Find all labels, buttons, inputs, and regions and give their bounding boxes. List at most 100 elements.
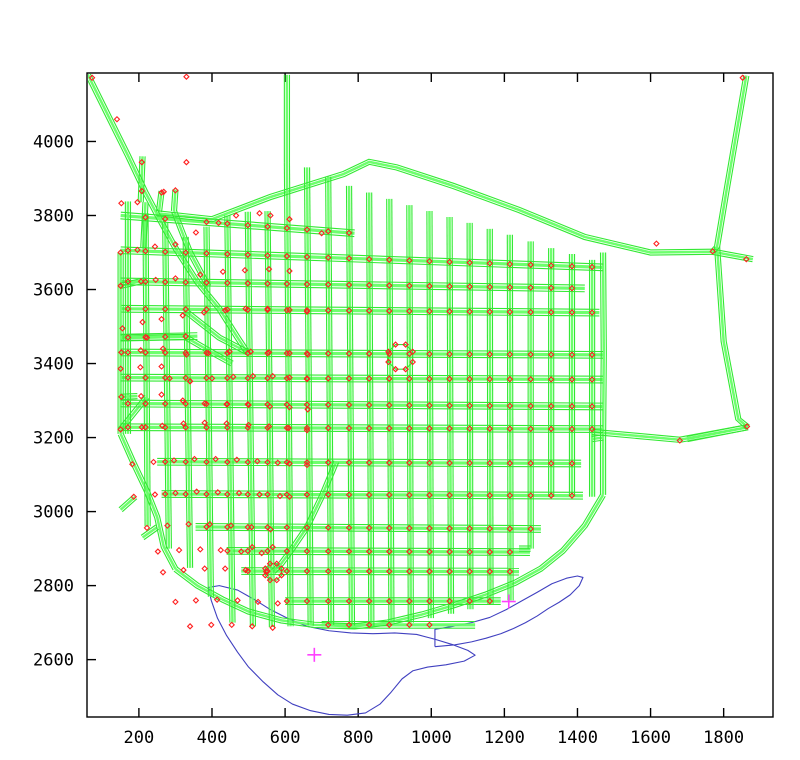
network-node [193, 488, 200, 495]
network-node [506, 492, 514, 499]
y-tick-label: 2800 [33, 577, 74, 597]
network-node [212, 455, 219, 463]
network-node [244, 349, 252, 357]
x-tick-label: 400 [197, 728, 228, 748]
network-node [466, 425, 473, 432]
network-node [206, 520, 214, 528]
road-link [120, 423, 604, 427]
road-link [162, 222, 167, 549]
network-node [568, 263, 576, 270]
network-node [406, 375, 413, 383]
network-node [262, 572, 269, 579]
network-node [365, 548, 373, 555]
network-node [244, 491, 252, 498]
network-node [365, 255, 373, 263]
network-node [264, 349, 271, 357]
network-node [203, 306, 210, 313]
network-node [158, 189, 165, 196]
road-link [686, 424, 748, 438]
road-link [161, 496, 583, 500]
road-link-body [715, 246, 749, 429]
network-node [486, 548, 494, 556]
network-node [137, 363, 144, 371]
network-node [151, 243, 159, 250]
network-node [232, 212, 240, 219]
network-node [426, 375, 433, 383]
road-link-body [712, 250, 754, 261]
network-node [278, 572, 285, 579]
network-node [385, 358, 392, 366]
network-node [406, 491, 413, 499]
network-node [203, 250, 210, 257]
road-link [170, 189, 174, 211]
network-node [547, 492, 555, 499]
road-link [506, 234, 509, 601]
network-node [527, 460, 534, 467]
road-link [121, 498, 138, 513]
road-link-body [120, 213, 355, 235]
network-node [124, 349, 132, 356]
network-node [385, 621, 393, 629]
network-node [486, 308, 494, 316]
network-node [345, 524, 353, 532]
network-node [547, 284, 555, 292]
road-link [351, 185, 356, 626]
road-link [269, 211, 276, 628]
network-node [203, 458, 210, 466]
network-node [365, 307, 373, 315]
network-node [161, 215, 169, 223]
road-link [120, 380, 604, 384]
network-node [203, 523, 210, 531]
network-node [244, 280, 252, 287]
road-link-body [226, 549, 530, 554]
network-node [134, 198, 141, 206]
network-node [182, 424, 189, 431]
network-node [244, 306, 252, 314]
network-node [406, 548, 413, 555]
network-node [118, 349, 125, 356]
y-tick-label: 3400 [33, 355, 74, 375]
network-node [486, 459, 494, 467]
road-link [249, 211, 257, 627]
network-node [409, 348, 417, 356]
network-node [426, 524, 433, 532]
network-node [446, 350, 453, 358]
network-node [172, 275, 179, 282]
network-node [406, 350, 413, 358]
network-node [385, 348, 392, 356]
network-node [547, 460, 555, 467]
road-link [158, 211, 251, 353]
road-link-body [226, 215, 234, 623]
network-node [527, 375, 534, 383]
road-link [120, 399, 604, 404]
network-node [385, 256, 393, 264]
network-node [283, 567, 291, 575]
network-node [506, 459, 514, 467]
network-node [264, 306, 271, 314]
road-link [264, 211, 270, 628]
network-node [208, 375, 216, 382]
road-link [591, 434, 603, 438]
network-node [118, 200, 125, 207]
network-node [183, 74, 190, 80]
network-node [180, 420, 187, 427]
network-node [506, 548, 514, 556]
y-axis-ticks [87, 140, 96, 661]
network-node [345, 459, 353, 466]
road-link [309, 167, 314, 626]
network-node [264, 458, 271, 466]
network-node [286, 460, 293, 467]
network-node [527, 402, 534, 410]
network-node [365, 350, 373, 357]
network-node [426, 491, 433, 499]
network-node [159, 569, 167, 576]
network-node [466, 548, 473, 556]
network-node [158, 363, 165, 370]
network-node [159, 422, 166, 429]
network-node [568, 309, 576, 316]
network-node [203, 400, 210, 408]
network-node [264, 524, 271, 531]
network-node [161, 374, 169, 382]
road-link [173, 495, 606, 630]
x-tick-label: 1400 [557, 728, 598, 748]
